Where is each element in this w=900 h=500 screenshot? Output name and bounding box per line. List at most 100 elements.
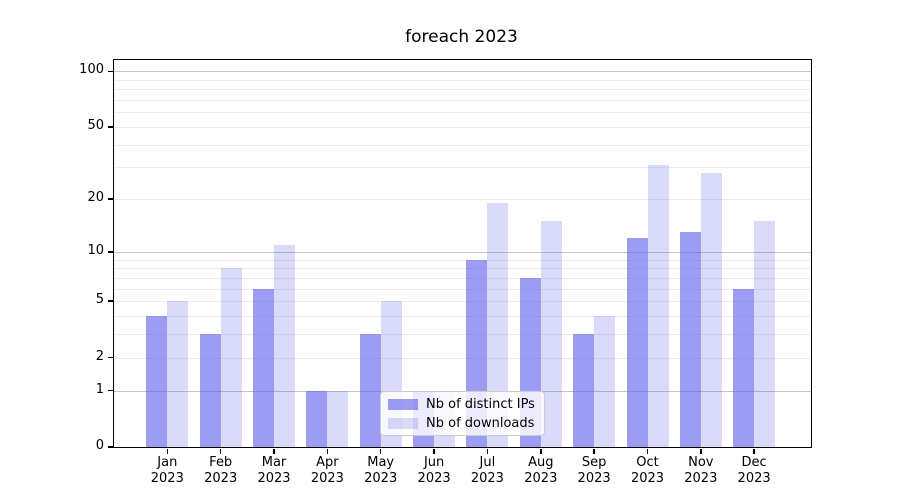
y-tick-label: 50 [87,117,104,133]
y-gridline-minor [114,316,811,317]
y-gridline-minor [114,259,811,261]
y-tick-mark [107,389,113,392]
y-gridline-minor [114,100,811,101]
bar-downloads-feb-2023 [220,268,242,447]
x-tick-label-line: 2023 [417,471,451,486]
x-tick-label: Jul 2023 [455,455,519,487]
bar-distinct-ips-dec-2023 [733,288,755,447]
x-tick-mark [166,448,168,454]
legend-swatch-downloads [388,417,418,429]
x-tick-label-line: May [367,455,395,470]
x-tick-label: Nov 2023 [669,455,733,487]
x-tick-label-line: Jul [479,455,496,470]
bar-downloads-oct-2023 [647,164,669,447]
x-tick-label-line: 2023 [737,471,771,486]
x-tick-label-line: 2023 [310,471,344,486]
y-gridline-minor [114,167,811,169]
bar-distinct-ips-apr-2023 [306,390,328,447]
x-tick-label-line: Apr [316,455,339,470]
y-tick-label: 100 [79,62,104,78]
chart-title: foreach 2023 [405,27,518,47]
bar-distinct-ips-oct-2023 [626,238,648,447]
x-tick-mark [753,448,755,454]
legend-item-downloads: Nb of downloads [388,414,537,432]
x-tick-mark [593,448,595,454]
x-tick-label-line: 2023 [364,471,398,486]
x-tick-mark [486,448,489,454]
bar-distinct-ips-jan-2023 [146,316,168,447]
y-tick-label: 1 [95,381,104,397]
y-tick-mark [107,300,113,302]
x-tick-label-line: 2023 [470,471,504,486]
bar-downloads-apr-2023 [327,390,349,447]
x-tick-label-line: Sep [581,455,607,470]
x-tick-label-line: 2023 [524,471,558,486]
x-tick-label-line: 2023 [150,471,184,486]
bar-distinct-ips-may-2023 [359,334,381,447]
x-tick-label: Dec 2023 [722,455,786,487]
y-tick-label: 20 [87,190,104,206]
x-tick-label: Jun 2023 [402,455,466,487]
x-tick-label-line: Dec [741,455,767,470]
legend-item-distinct-ips: Nb of distinct IPs [388,395,537,413]
x-tick-label: May 2023 [349,455,413,487]
y-gridline-minor [114,268,811,270]
y-gridline-minor [114,301,811,303]
x-tick-label: Aug 2023 [509,455,573,487]
y-gridline-minor [114,126,811,128]
legend-label-downloads: Nb of downloads [426,415,535,431]
x-tick-label: Jan 2023 [135,455,199,487]
x-tick-label: Feb 2023 [189,455,253,487]
x-tick-label-line: 2023 [684,471,718,486]
x-tick-mark [326,448,329,454]
bar-downloads-mar-2023 [274,244,295,447]
y-tick-mark [107,251,113,253]
y-gridline-minor [114,277,811,279]
x-tick-label: Mar 2023 [242,455,306,487]
bar-downloads-jan-2023 [167,301,189,447]
y-tick-mark [107,446,113,448]
bar-downloads-sep-2023 [594,316,616,447]
y-tick-label: 5 [95,292,104,308]
y-gridline-minor [114,288,811,290]
bar-downloads-nov-2023 [700,172,722,447]
x-tick-label-line: 2023 [630,471,665,486]
y-tick-label: 2 [95,348,104,364]
y-tick-label: 0 [95,438,104,453]
x-tick-label-line: Oct [636,455,659,470]
plot-area: Nb of distinct IPs Nb of downloads 100 50… [79,59,812,486]
y-tick-mark [107,356,113,359]
y-gridline-minor [114,199,811,201]
bar-distinct-ips-feb-2023 [199,334,221,447]
y-tick-mark [107,198,113,200]
x-tick-label-line: Mar [261,455,287,470]
x-tick-label: Sep 2023 [562,455,626,487]
x-tick-label-line: Jan [157,455,178,470]
y-gridline-minor [114,89,811,91]
legend: Nb of distinct IPs Nb of downloads [380,391,545,436]
x-tick-label-line: Nov [688,455,714,470]
y-gridline-minor [114,357,811,359]
x-tick-label-line: Jun [423,455,445,470]
y-tick-mark [107,126,113,128]
y-gridline-major [114,251,811,253]
bar-distinct-ips-mar-2023 [253,288,274,447]
legend-label-distinct-ips: Nb of distinct IPs [426,396,535,412]
y-gridline-minor [114,334,811,336]
x-tick-label-line: 2023 [257,471,291,486]
y-gridline-minor [114,144,811,146]
x-tick-label-line: 2023 [577,471,611,486]
x-tick-label-line: Feb [209,455,233,470]
x-tick-mark [273,448,275,454]
x-tick-mark [700,448,702,454]
y-tick-mark [107,70,113,72]
x-tick-mark [540,448,542,454]
y-tick-label: 10 [87,242,104,258]
bar-downloads-dec-2023 [754,221,776,447]
bar-distinct-ips-nov-2023 [679,232,701,447]
x-tick-mark [379,448,382,454]
bar-downloads-jul-2023 [487,203,509,447]
y-gridline-major [114,71,811,73]
x-tick-label: Apr 2023 [295,455,359,487]
